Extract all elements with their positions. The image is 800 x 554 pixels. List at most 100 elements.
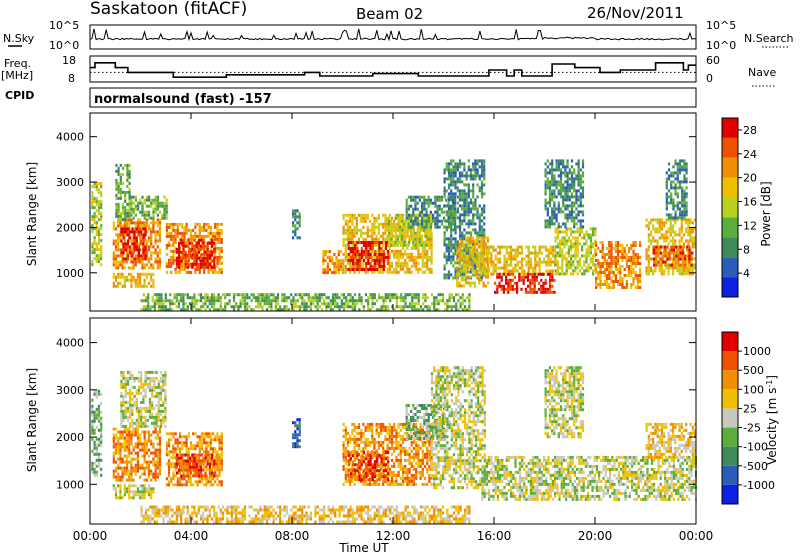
heat-cell — [656, 221, 659, 225]
heat-cell — [441, 299, 445, 303]
heat-cell — [482, 239, 485, 243]
heat-cell — [254, 296, 258, 300]
heat-cell — [460, 251, 463, 255]
heat-cell — [397, 252, 400, 256]
heat-cell — [126, 239, 130, 243]
heat-cell — [237, 308, 240, 312]
heat-cell — [557, 225, 560, 229]
heat-cell — [122, 230, 125, 234]
heat-cell — [349, 231, 352, 235]
heat-cell — [687, 233, 690, 237]
heat-cell — [549, 290, 552, 294]
heat-cell — [126, 242, 130, 246]
heat-cell — [283, 293, 286, 297]
heat-cell — [467, 263, 470, 267]
heat-cell — [668, 257, 671, 261]
heat-cell — [421, 255, 424, 259]
heat-cell — [100, 263, 103, 267]
heat-cell — [461, 207, 464, 211]
heat-cell — [461, 162, 464, 166]
heat-cell — [97, 410, 101, 414]
heat-cell — [139, 236, 142, 240]
heat-cell — [202, 296, 205, 300]
heat-cell — [503, 269, 506, 273]
heat-cell — [619, 274, 622, 277]
heat-cell — [562, 159, 565, 163]
heat-cell — [614, 277, 617, 280]
heat-cell — [117, 221, 120, 225]
heat-cell — [358, 308, 361, 312]
heat-cell — [353, 293, 357, 297]
heat-cell — [426, 255, 429, 259]
heat-cell — [121, 172, 125, 176]
heat-cell — [630, 268, 633, 271]
heat-cell — [204, 244, 207, 248]
heat-cell — [681, 198, 684, 202]
heat-cell — [492, 260, 495, 264]
heat-cell — [630, 247, 633, 250]
heat-cell — [614, 259, 617, 262]
heat-cell — [463, 174, 466, 178]
heat-cell — [382, 308, 385, 312]
heat-cell — [207, 231, 210, 235]
heat-cell — [682, 233, 686, 237]
heat-cell — [447, 243, 451, 247]
heat-cell — [564, 186, 567, 190]
heat-cell — [581, 227, 584, 231]
heat-cell — [452, 180, 455, 184]
heat-cell — [438, 204, 441, 208]
heat-cell — [95, 416, 98, 420]
heat-cell — [328, 268, 332, 272]
heat-cell — [654, 239, 657, 243]
heat-cell — [529, 272, 532, 276]
heat-cell — [200, 265, 203, 269]
heat-cell — [119, 190, 122, 194]
heat-cell — [163, 204, 166, 208]
heat-cell — [163, 216, 166, 220]
heat-cell — [135, 230, 138, 234]
heat-cell — [688, 248, 691, 252]
heat-cell — [510, 254, 513, 258]
heat-cell — [206, 299, 209, 303]
heat-cell — [545, 248, 548, 252]
heat-cell — [472, 219, 475, 223]
heat-cell — [520, 287, 523, 291]
heat-cell — [150, 257, 153, 261]
heat-cell — [373, 250, 377, 253]
heat-cell — [452, 159, 455, 163]
heat-cell — [124, 217, 127, 221]
heat-cell — [438, 195, 441, 199]
heat-cell — [386, 234, 389, 238]
heat-cell — [345, 296, 348, 300]
heat-cell — [568, 216, 571, 220]
heat-cell — [100, 182, 103, 186]
heat-cell — [454, 174, 457, 178]
heat-cell — [529, 284, 532, 288]
heat-cell — [570, 254, 573, 258]
heat-cell — [120, 239, 123, 243]
heat-cell — [557, 159, 560, 163]
heat-cell — [536, 254, 539, 258]
heat-cell — [658, 224, 661, 228]
heat-cell — [186, 253, 189, 257]
heat-cell — [663, 272, 666, 276]
heat-cell — [456, 266, 459, 270]
heat-cell — [562, 195, 565, 199]
heat-cell — [377, 237, 380, 241]
heat-cell — [91, 407, 94, 411]
heat-cell — [165, 207, 168, 211]
heat-cell — [693, 257, 697, 261]
heat-cell — [95, 395, 98, 399]
heat-cell — [364, 231, 367, 235]
heat-cell — [450, 180, 453, 184]
heat-cell — [362, 268, 366, 271]
heat-cell — [203, 267, 206, 271]
heat-cell — [546, 210, 549, 214]
heat-cell — [623, 253, 626, 256]
heat-cell — [388, 213, 391, 217]
heat-cell — [91, 449, 94, 453]
heat-cell — [338, 305, 341, 309]
heat-cell — [93, 389, 96, 393]
heat-cell — [556, 263, 559, 267]
